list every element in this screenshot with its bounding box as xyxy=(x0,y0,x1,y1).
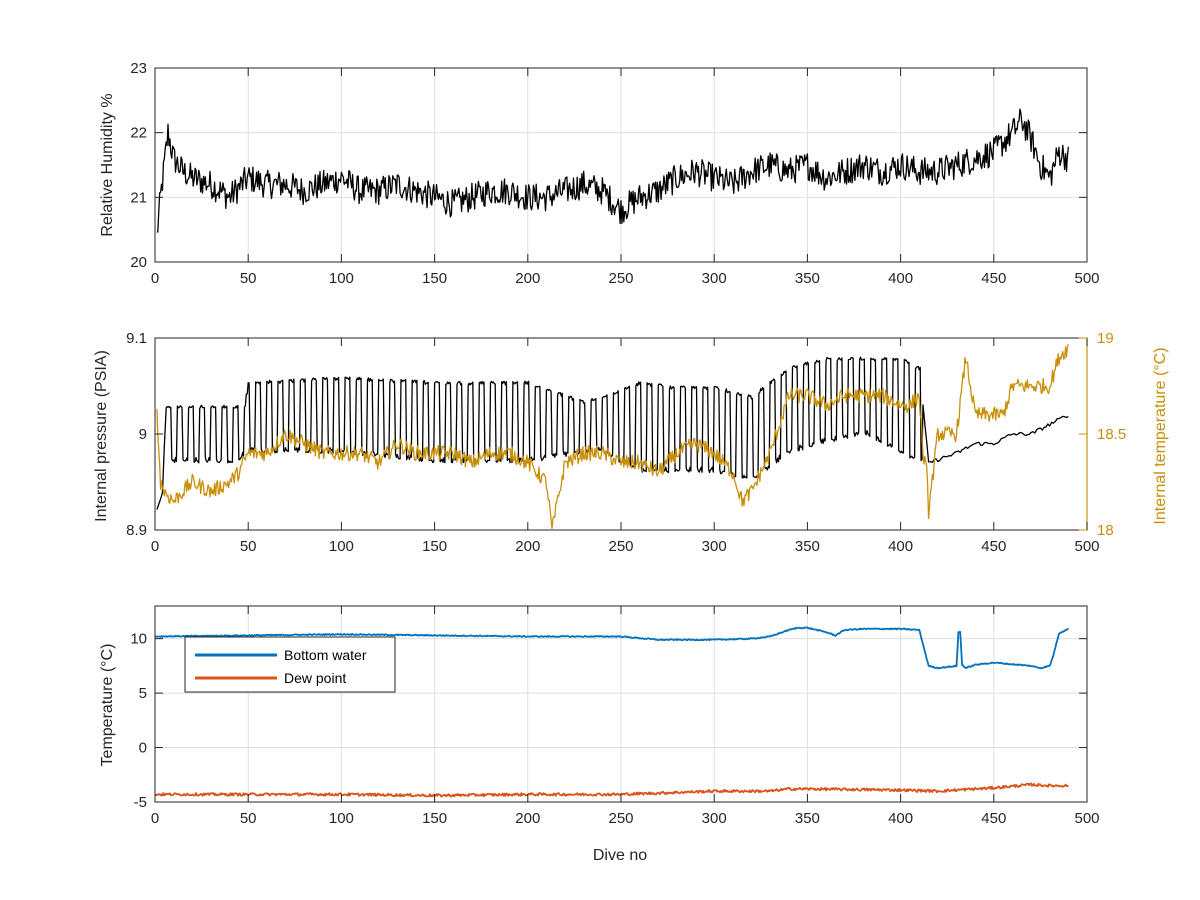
humidity-panel: Relative Humidity % 0 50 100 150 200 250 300 35… xyxy=(99,60,1100,287)
x-tick-label: 50 xyxy=(240,810,257,827)
y-tick-label: 22 xyxy=(130,125,147,142)
y-tick-label: 10 xyxy=(130,631,147,648)
y-tick-label: 20 xyxy=(130,254,147,271)
temperature-ylabel: Temperature (°C) xyxy=(99,644,116,767)
x-tick-label: 200 xyxy=(515,810,540,827)
x-tick-label: 400 xyxy=(888,270,913,287)
x-tick-label: 250 xyxy=(608,270,633,287)
x-tick-label: 300 xyxy=(702,810,727,827)
x-tick-label: 500 xyxy=(1074,270,1099,287)
x-tick-label: 150 xyxy=(422,538,447,555)
pressure-ylabel: Internal pressure (PSIA) xyxy=(93,350,110,522)
x-tick-label: 100 xyxy=(329,810,354,827)
x-tick-label: 0 xyxy=(151,270,159,287)
y-tick-label: 9 xyxy=(139,426,147,443)
y-tick-label: 9.1 xyxy=(126,330,147,347)
x-tick-label: 300 xyxy=(702,538,727,555)
x-tick-label: 450 xyxy=(981,270,1006,287)
x-tick-label: 400 xyxy=(888,810,913,827)
y2-tick-label: 19 xyxy=(1097,330,1114,347)
x-tick-label: 350 xyxy=(795,270,820,287)
y-tick-label: 21 xyxy=(130,189,147,206)
series-line-0-0 xyxy=(156,108,1070,233)
x-tick-label: 150 xyxy=(422,810,447,827)
x-tick-label: 500 xyxy=(1074,538,1099,555)
x-tick-label: 250 xyxy=(608,810,633,827)
legend-label-dew-point: Dew point xyxy=(284,670,346,686)
series-line-2-0 xyxy=(154,626,1070,670)
series-line-2-1 xyxy=(154,782,1070,798)
x-tick-label: 0 xyxy=(151,538,159,555)
x-tick-label: 350 xyxy=(795,810,820,827)
x-tick-label: 400 xyxy=(888,538,913,555)
y-tick-label: 23 xyxy=(130,60,147,77)
x-tick-label: 200 xyxy=(515,538,540,555)
legend-label-bottom-water: Bottom water xyxy=(284,647,367,663)
x-tick-label: 100 xyxy=(329,538,354,555)
x-tick-label: 200 xyxy=(515,270,540,287)
series-line-1-1 xyxy=(156,344,1069,530)
y2-tick-label: 18.5 xyxy=(1097,426,1126,443)
y-tick-label: -5 xyxy=(134,794,147,811)
x-tick-label: 100 xyxy=(329,270,354,287)
humidity-ylabel: Relative Humidity % xyxy=(99,93,116,236)
x-tick-label: 250 xyxy=(608,538,633,555)
xlabel-dive-no: Dive no xyxy=(593,847,647,864)
x-tick-label: 450 xyxy=(981,810,1006,827)
x-tick-label: 50 xyxy=(240,538,257,555)
internal-temperature-ylabel: Internal temperature (°C) xyxy=(1152,347,1169,524)
legend: Bottom water Dew point xyxy=(184,636,396,693)
y2-tick-label: 18 xyxy=(1097,522,1114,539)
y-tick-label: 8.9 xyxy=(126,522,147,539)
x-tick-label: 300 xyxy=(702,270,727,287)
series-line-1-0 xyxy=(156,356,1069,510)
legend-box xyxy=(184,636,396,693)
x-tick-label: 0 xyxy=(151,810,159,827)
x-tick-label: 500 xyxy=(1074,810,1099,827)
x-tick-label: 150 xyxy=(422,270,447,287)
x-tick-label: 50 xyxy=(240,270,257,287)
y-tick-label: 5 xyxy=(139,685,147,702)
x-tick-label: 350 xyxy=(795,538,820,555)
x-tick-label: 450 xyxy=(981,538,1006,555)
y-tick-label: 0 xyxy=(139,740,147,757)
temperature-panel: Temperature (°C) Dive no 0 50 100 150 200 250… xyxy=(99,605,1100,864)
pressure-temperature-panel: Internal pressure (PSIA) Internal temper… xyxy=(93,330,1169,555)
